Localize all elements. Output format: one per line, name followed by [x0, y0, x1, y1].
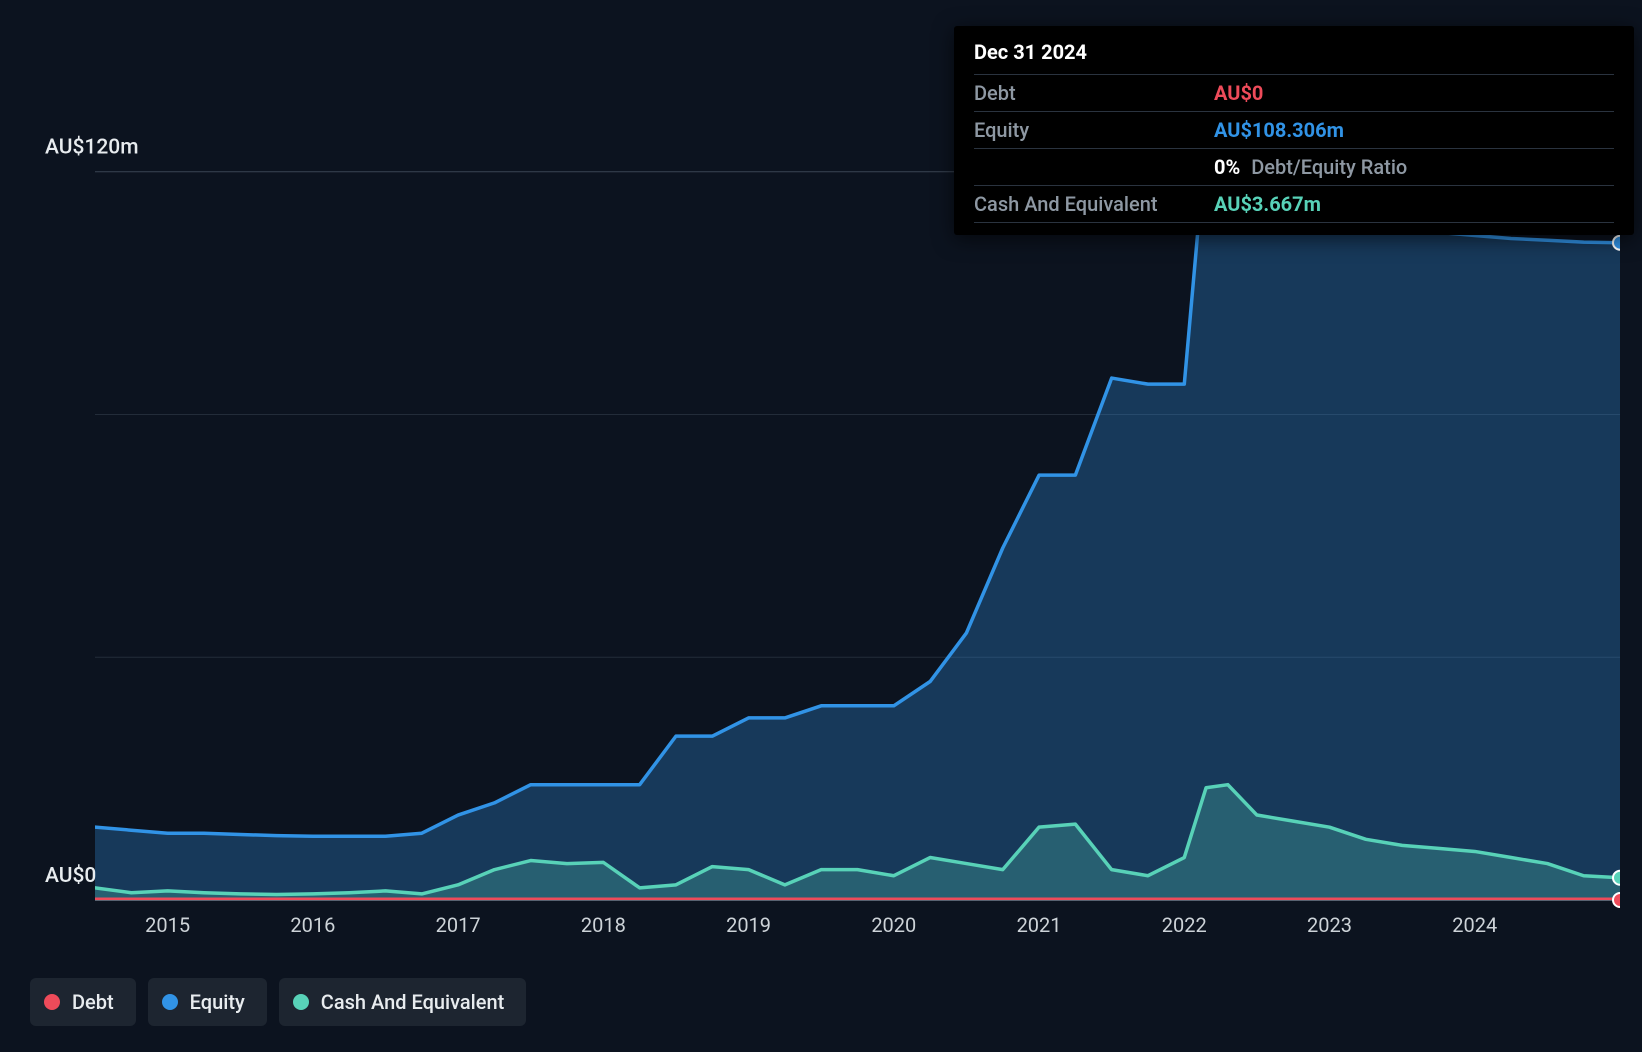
- tooltip-value-equity: AU$108.306m: [1214, 118, 1344, 142]
- svg-text:2020: 2020: [871, 913, 916, 937]
- legend-label-cash: Cash And Equivalent: [321, 990, 505, 1014]
- legend-label-debt: Debt: [72, 990, 114, 1014]
- tooltip-panel: Dec 31 2024 Debt AU$0 Equity AU$108.306m…: [954, 26, 1634, 235]
- tooltip-row-equity: Equity AU$108.306m: [974, 111, 1614, 148]
- legend-item-cash[interactable]: Cash And Equivalent: [279, 978, 527, 1026]
- tooltip-value-debt: AU$0: [1214, 81, 1263, 105]
- tooltip-label-cash: Cash And Equivalent: [974, 192, 1214, 216]
- tooltip-label-ratio: [974, 155, 1214, 179]
- tooltip-ratio-text: Debt/Equity Ratio: [1251, 155, 1407, 179]
- tooltip-date: Dec 31 2024: [974, 40, 1614, 74]
- legend: Debt Equity Cash And Equivalent: [30, 978, 526, 1026]
- legend-item-equity[interactable]: Equity: [148, 978, 267, 1026]
- tooltip-label-equity: Equity: [974, 118, 1214, 142]
- tooltip-row-ratio: 0% Debt/Equity Ratio: [974, 148, 1614, 185]
- svg-text:AU$120m: AU$120m: [45, 136, 139, 160]
- tooltip-ratio-pct: 0%: [1214, 155, 1240, 179]
- svg-text:2024: 2024: [1452, 913, 1497, 937]
- tooltip-row-debt: Debt AU$0: [974, 74, 1614, 111]
- svg-text:2018: 2018: [581, 913, 626, 937]
- tooltip-row-cash: Cash And Equivalent AU$3.667m: [974, 185, 1614, 223]
- legend-label-equity: Equity: [190, 990, 245, 1014]
- svg-text:2017: 2017: [436, 913, 481, 937]
- tooltip-value-cash: AU$3.667m: [1214, 192, 1321, 216]
- svg-text:2016: 2016: [290, 913, 335, 937]
- legend-swatch-equity: [162, 994, 178, 1010]
- svg-text:2022: 2022: [1162, 913, 1207, 937]
- svg-text:2015: 2015: [145, 913, 190, 937]
- svg-text:2023: 2023: [1307, 913, 1352, 937]
- tooltip-ratio: 0% Debt/Equity Ratio: [1214, 155, 1407, 179]
- legend-swatch-cash: [293, 994, 309, 1010]
- tooltip-label-debt: Debt: [974, 81, 1214, 105]
- legend-swatch-debt: [44, 994, 60, 1010]
- svg-text:AU$0: AU$0: [45, 864, 96, 888]
- svg-text:2021: 2021: [1017, 913, 1062, 937]
- legend-item-debt[interactable]: Debt: [30, 978, 136, 1026]
- chart-container: AU$0 AU$120m 2015 2016 2017 2018 2019 2020 2021 2…: [0, 0, 1642, 1052]
- svg-text:2019: 2019: [726, 913, 771, 937]
